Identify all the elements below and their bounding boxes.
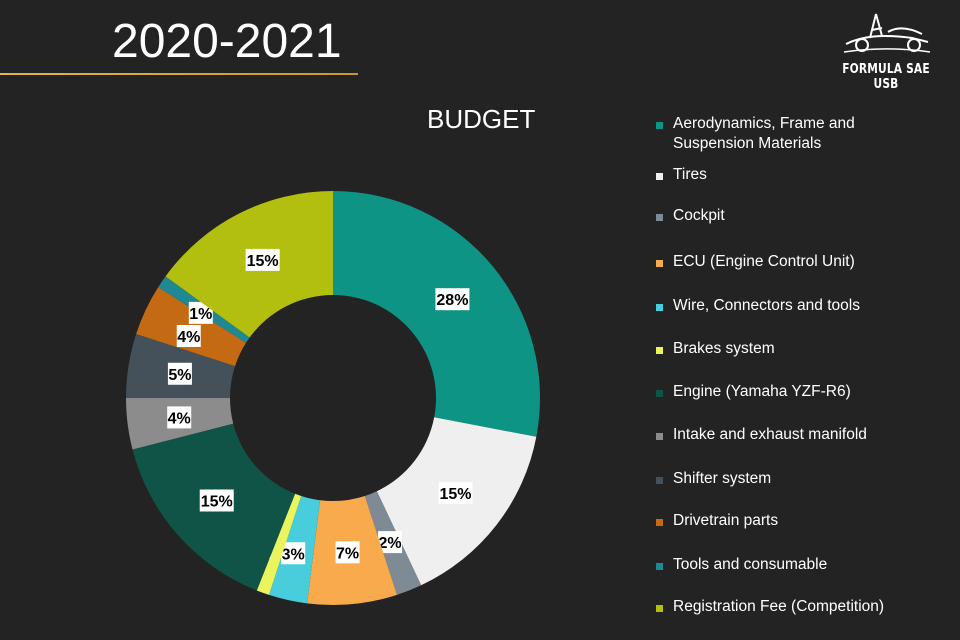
data-label-box	[188, 301, 213, 324]
data-label-text: 4%	[168, 410, 191, 427]
data-label-box	[199, 489, 234, 512]
legend-label: Registration Fee (Competition)	[673, 598, 885, 615]
data-label-text: 28%	[436, 292, 468, 309]
legend-label: Tools and consumable	[673, 556, 828, 573]
legend-label: Engine (Yamaha YZF-R6)	[673, 383, 851, 400]
legend-swatch	[656, 519, 663, 526]
data-label: 28%	[435, 288, 470, 311]
legend-label: Shifter system	[673, 470, 772, 487]
legend-swatch	[656, 390, 663, 397]
data-label-text: 5%	[168, 367, 191, 384]
legend-item: Cockpit	[656, 206, 956, 226]
legend-label: Tires	[673, 166, 707, 183]
data-label: 3%	[281, 542, 306, 565]
data-label: 15%	[245, 248, 280, 271]
legend-swatch	[656, 433, 663, 440]
legend-item: Aerodynamics, Frame and Suspension Mater…	[656, 114, 956, 154]
data-label-box	[167, 406, 192, 429]
legend-label: Brakes system	[673, 340, 775, 357]
legend-swatch	[656, 477, 663, 484]
data-label-box	[281, 542, 306, 565]
data-label: 15%	[199, 489, 234, 512]
data-label-text: 15%	[201, 494, 233, 511]
legend-item: ECU (Engine Control Unit)	[656, 252, 956, 272]
legend-item: Drivetrain parts	[656, 511, 956, 531]
title-underline	[0, 73, 358, 75]
legend-label: Aerodynamics, Frame and Suspension Mater…	[673, 115, 855, 152]
donut-slice	[256, 493, 302, 595]
data-label: 15%	[438, 482, 473, 505]
data-label: 5%	[167, 362, 192, 385]
legend-label: Drivetrain parts	[673, 512, 779, 529]
team-logo: FORMULA SAE USB	[826, 8, 946, 92]
legend-swatch	[656, 173, 663, 180]
logo-text: FORMULA SAE USB	[842, 62, 930, 92]
year-title: 2020-2021	[112, 15, 342, 68]
data-label: 7%	[335, 541, 360, 564]
data-label-box	[167, 362, 192, 385]
data-label-box	[176, 325, 201, 348]
legend-swatch	[656, 304, 663, 311]
legend-item: Shifter system	[656, 469, 956, 489]
legend-label: Cockpit	[673, 207, 725, 224]
legend-item: Registration Fee (Competition)	[656, 597, 956, 617]
chart-title: BUDGET	[427, 104, 536, 134]
legend-item: Wire, Connectors and tools	[656, 296, 956, 316]
legend-item: Tools and consumable	[656, 555, 956, 575]
legend-swatch	[656, 260, 663, 267]
legend-label: Wire, Connectors and tools	[673, 297, 860, 314]
data-label-text: 3%	[282, 546, 305, 563]
legend-item: Intake and exhaust manifold	[656, 425, 956, 445]
legend-swatch	[656, 122, 663, 129]
data-label-text: 15%	[247, 253, 279, 270]
legend-item: Tires	[656, 165, 956, 185]
legend-item: Brakes system	[656, 339, 956, 359]
data-label-text: 7%	[336, 545, 359, 562]
data-label-box	[435, 288, 470, 311]
data-label-box	[438, 482, 473, 505]
data-label-text: 2%	[378, 535, 401, 552]
donut-slice	[333, 191, 540, 437]
legend-label: ECU (Engine Control Unit)	[673, 253, 855, 270]
data-label: 1%	[188, 301, 213, 324]
legend-swatch	[656, 214, 663, 221]
legend-label: Intake and exhaust manifold	[673, 426, 867, 443]
data-label: 2%	[378, 531, 403, 554]
race-car-logo-icon	[843, 13, 931, 53]
data-label-box	[378, 531, 403, 554]
data-label-text: 4%	[177, 329, 200, 346]
data-label-box	[245, 248, 280, 271]
legend-item: Engine (Yamaha YZF-R6)	[656, 382, 956, 402]
legend-swatch	[656, 563, 663, 570]
data-label-text: 1%	[189, 306, 212, 323]
legend-swatch	[656, 605, 663, 612]
data-label: 4%	[176, 325, 201, 348]
legend-swatch	[656, 347, 663, 354]
data-label-box	[335, 541, 360, 564]
data-label: 4%	[167, 406, 192, 429]
data-label-text: 15%	[439, 486, 471, 503]
